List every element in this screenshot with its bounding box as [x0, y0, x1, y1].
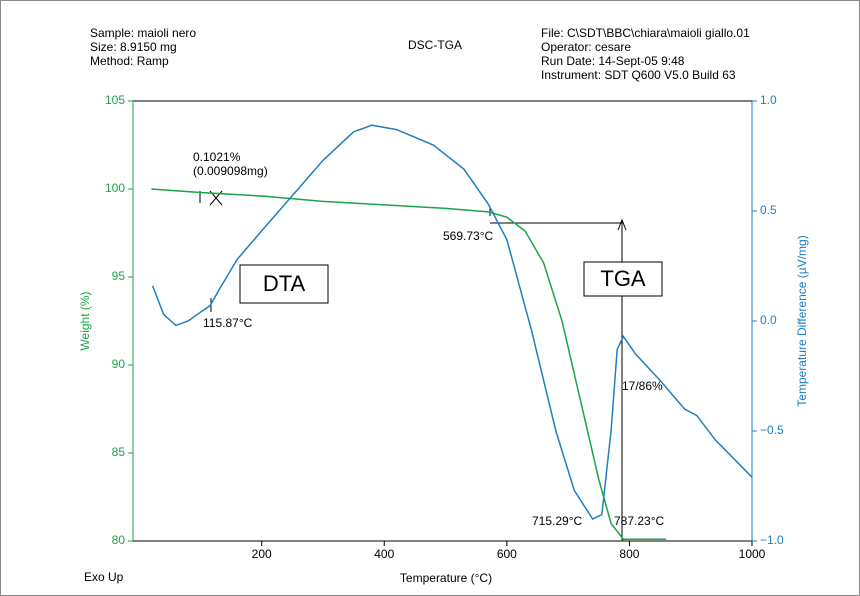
y-tick-label: 80	[112, 533, 126, 547]
y-tick-label: 105	[105, 93, 125, 107]
annotation: DTA	[263, 271, 306, 296]
y-tick-label: 90	[112, 357, 126, 371]
x-tick-label: 1000	[739, 547, 766, 561]
annotation: 787.23°C	[614, 514, 665, 528]
annotation: 17/86%	[622, 379, 663, 393]
header-right: File: C\SDT\BBC\chiara\maioli giallo.01	[541, 26, 750, 40]
annotation: 715.29°C	[532, 514, 583, 528]
header-right: Instrument: SDT Q600 V5.0 Build 63	[541, 68, 736, 82]
annotation: 0.1021%	[193, 150, 241, 164]
y2-tick-label: 0.0	[760, 313, 777, 327]
header-left: Method: Ramp	[90, 54, 169, 68]
chart-title: DSC-TGA	[408, 38, 462, 52]
y-axis-label: Weight (%)	[78, 291, 92, 350]
y-tick-label: 85	[112, 445, 126, 459]
x-tick-label: 400	[374, 547, 394, 561]
y2-axis-label: Temperature Difference (µV/mg)	[795, 235, 809, 406]
header-left: Sample: maioli nero	[90, 26, 196, 40]
header-right: Run Date: 14-Sept-05 9:48	[541, 54, 685, 68]
series-line	[151, 124, 753, 520]
header-left: Size: 8.9150 mg	[90, 40, 177, 54]
x-axis-label: Temperature (°C)	[400, 571, 492, 585]
y2-tick-label: 0.5	[760, 203, 777, 217]
tga-box	[583, 261, 663, 297]
y-tick-label: 95	[112, 269, 126, 283]
annotation: TGA	[600, 266, 646, 291]
dta-box	[239, 264, 329, 304]
y2-tick-label: 1.0	[760, 93, 777, 107]
series-line	[151, 188, 667, 540]
y2-tick-label: −0.5	[760, 423, 784, 437]
annotation: 115.87°C	[203, 316, 253, 330]
y-tick-label: 100	[105, 181, 125, 195]
y2-tick-label: −1.0	[760, 533, 784, 547]
annotation: 569.73°C	[443, 229, 494, 243]
header-right: Operator: cesare	[541, 40, 631, 54]
x-tick-label: 600	[497, 547, 517, 561]
annotation: (0.009098mg)	[193, 164, 268, 178]
corner-label: Exo Up	[84, 570, 124, 584]
x-tick-label: 800	[619, 547, 639, 561]
x-tick-label: 200	[252, 547, 272, 561]
annotation-lines	[199, 190, 627, 541]
